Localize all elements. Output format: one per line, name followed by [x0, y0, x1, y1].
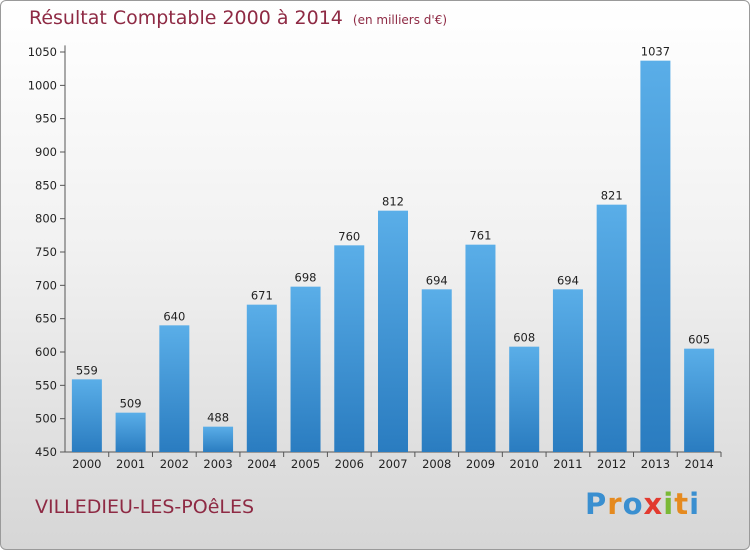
value-label: 694 [426, 273, 448, 287]
x-tick-label: 2005 [291, 457, 320, 471]
y-tick-label: 700 [35, 278, 57, 292]
value-label: 761 [469, 229, 491, 243]
x-tick-label: 2009 [466, 457, 495, 471]
x-tick-label: 2004 [247, 457, 276, 471]
value-label: 640 [163, 309, 185, 323]
chart-subtitle: (en milliers d'€) [352, 13, 448, 27]
x-tick-label: 2000 [72, 457, 101, 471]
y-tick-label: 550 [35, 378, 57, 392]
logo-letter: x [643, 487, 664, 521]
bar-2002 [159, 325, 190, 452]
logo-letter: o [622, 487, 644, 521]
bar-2005 [290, 286, 321, 452]
y-tick-label: 850 [35, 178, 57, 192]
value-label: 608 [513, 331, 535, 345]
y-tick-label: 950 [35, 112, 57, 126]
x-tick-label: 2010 [510, 457, 539, 471]
x-tick-label: 2006 [335, 457, 364, 471]
bar-2007 [378, 210, 408, 452]
value-label: 812 [382, 195, 404, 209]
value-labels: 559 509 640 488 671 698 760 812 694 761 608 694 821 1… [76, 45, 710, 425]
y-tick-label: 450 [35, 445, 57, 459]
bar-2000 [71, 379, 102, 452]
bar-2003 [203, 426, 234, 452]
y-tick-label: 600 [35, 345, 57, 359]
chart-title: Résultat Comptable 2000 à 2014 [29, 7, 343, 29]
bar-2006 [334, 245, 365, 452]
bar-2009 [465, 244, 496, 452]
logo-letter: i [663, 487, 675, 521]
x-tick-label: 2012 [597, 457, 626, 471]
x-tick-label: 2011 [553, 457, 582, 471]
bar-2010 [509, 346, 540, 452]
y-tick-label: 750 [35, 245, 57, 259]
bars [71, 60, 715, 453]
x-tick-label: 2003 [203, 457, 232, 471]
bar-2008 [421, 289, 452, 452]
bar-2012 [596, 204, 627, 452]
y-tick-label: 900 [35, 145, 57, 159]
x-tick-label: 2014 [684, 457, 713, 471]
proxiti-logo: Proxiti [585, 487, 700, 521]
bar-2014 [684, 348, 715, 452]
title-row: Résultat Comptable 2000 à 2014 (en millie… [29, 7, 447, 29]
logo-letter: t [674, 487, 690, 521]
bar-2004 [246, 304, 277, 452]
value-label: 694 [557, 273, 579, 287]
y-tick-label: 1000 [28, 78, 57, 92]
x-axis: 2000 2001 2002 2003 2004 2005 2006 2007 2008 2009… [65, 451, 722, 471]
value-label: 605 [688, 333, 710, 347]
value-label: 698 [295, 271, 317, 285]
value-label: 1037 [641, 45, 670, 59]
value-label: 509 [120, 397, 142, 411]
value-label: 488 [207, 411, 229, 425]
x-tick-label: 2007 [378, 457, 407, 471]
y-tick-label: 650 [35, 312, 57, 326]
x-tick-label: 2013 [641, 457, 670, 471]
town-name: VILLEDIEU-LES-POêLES [35, 496, 255, 518]
value-label: 671 [251, 289, 273, 303]
logo-letter: i [689, 487, 701, 521]
value-label: 760 [338, 229, 360, 243]
bar-2013 [640, 60, 671, 453]
logo-letter: P [585, 487, 608, 521]
x-tick-label: 2008 [422, 457, 451, 471]
x-tick-label: 2002 [160, 457, 189, 471]
y-tick-label: 1050 [28, 45, 57, 59]
y-tick-label: 500 [35, 412, 57, 426]
value-label: 559 [76, 363, 98, 377]
value-label: 821 [601, 189, 623, 203]
y-axis: 450 500 550 600 650 700 750 800 850 900 950 1000 105… [28, 45, 66, 459]
x-tick-label: 2001 [116, 457, 145, 471]
y-tick-label: 800 [35, 212, 57, 226]
bar-2001 [115, 412, 146, 452]
logo-letter: r [607, 487, 623, 521]
bar-2011 [552, 289, 583, 452]
